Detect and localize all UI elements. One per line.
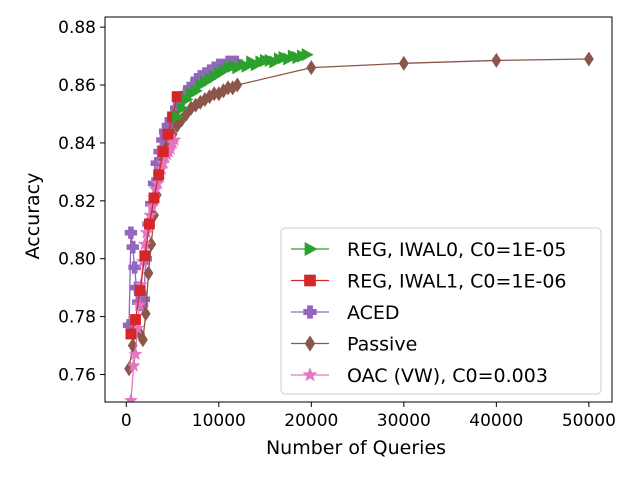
y-tick-label: 0.76	[58, 366, 96, 386]
legend-label: OAC (VW), C0=0.003	[347, 365, 548, 387]
y-tick-label: 0.78	[58, 308, 96, 328]
legend-box	[280, 227, 602, 395]
legend-item-reg-iwal0-c0-1e-05: REG, IWAL0, C0=1E-05	[291, 239, 567, 261]
series-reg-iwal0-c0-1e-05	[172, 48, 314, 124]
point-passive	[143, 265, 154, 281]
point-oac-vw-c0-0-003	[128, 346, 143, 361]
point-aced	[126, 240, 139, 254]
point-oac-vw-c0-0-003	[139, 225, 154, 239]
point-reg-iwal1-c0-1e-06	[139, 250, 151, 262]
legend-item-oac-vw-c0-0-003: OAC (VW), C0=0.003	[291, 365, 548, 387]
point-reg-iwal0-c0-1e-05	[301, 48, 314, 62]
point-oac-vw-c0-0-003	[126, 358, 141, 372]
y-tick-label: 0.88	[58, 18, 96, 38]
point-reg-iwal1-c0-1e-06	[130, 314, 141, 325]
point-passive	[140, 306, 151, 322]
plot-frame	[104, 16, 613, 403]
x-axis: 0 10000 20000 30000 40000 50000	[121, 402, 616, 431]
x-tick-label: 0	[121, 411, 132, 431]
x-tick-label: 40000	[469, 411, 523, 431]
y-tick-label: 0.86	[58, 76, 96, 96]
x-tick-label: 30000	[377, 411, 431, 431]
legend-marker-passive	[304, 335, 316, 352]
legend-label: REG, IWAL0, C0=1E-05	[347, 239, 567, 261]
point-reg-iwal1-c0-1e-06	[171, 91, 183, 103]
legend-label: ACED	[347, 302, 400, 324]
x-tick-label: 50000	[562, 411, 616, 431]
point-passive	[398, 55, 409, 71]
legend-label: REG, IWAL1, C0=1E-06	[347, 271, 567, 293]
y-tick-label: 0.84	[58, 134, 96, 154]
legend: REG, IWAL0, C0=1E-05 REG, IWAL1, C0=1E-06…	[280, 227, 602, 395]
legend-label: Passive	[347, 334, 417, 356]
point-aced	[128, 261, 141, 274]
legend-marker-aced	[303, 305, 317, 319]
point-oac-vw-c0-0-003	[137, 236, 152, 251]
y-tick-label: 0.82	[58, 192, 96, 212]
series-group	[122, 48, 594, 402]
point-passive	[306, 60, 317, 76]
legend-marker-oac-vw-c0-0-003	[302, 367, 318, 382]
x-axis-title: Number of Queries	[266, 437, 446, 459]
point-reg-iwal1-c0-1e-06	[153, 169, 165, 181]
y-tick-label: 0.80	[58, 250, 96, 270]
point-oac-vw-c0-0-003	[123, 393, 138, 402]
point-passive	[583, 51, 594, 67]
y-axis: 0.76 0.78 0.80 0.82 0.84 0.86 0.88	[58, 18, 105, 386]
point-reg-iwal1-c0-1e-06	[157, 146, 169, 158]
point-reg-iwal1-c0-1e-06	[134, 285, 146, 296]
point-aced	[124, 226, 138, 239]
legend-item-passive: Passive	[291, 334, 417, 356]
point-passive	[491, 52, 502, 68]
legend-item-reg-iwal1-c0-1e-06: REG, IWAL1, C0=1E-06	[291, 271, 567, 293]
point-reg-iwal1-c0-1e-06	[143, 218, 155, 230]
plot-area	[104, 16, 613, 403]
point-reg-iwal1-c0-1e-06	[162, 128, 174, 140]
legend-marker-reg-iwal1-c0-1e-06	[304, 274, 316, 287]
point-oac-vw-c0-0-003	[150, 176, 165, 190]
point-reg-iwal1-c0-1e-06	[148, 192, 160, 204]
point-reg-iwal1-c0-1e-06	[125, 328, 137, 340]
legend-marker-reg-iwal0-c0-1e-05	[304, 241, 318, 257]
y-axis-title: Accuracy	[22, 173, 44, 260]
legend-item-aced: ACED	[291, 302, 400, 324]
point-passive	[138, 332, 148, 348]
point-oac-vw-c0-0-003	[132, 297, 147, 312]
x-tick-label: 10000	[192, 411, 246, 431]
x-tick-label: 20000	[284, 411, 338, 431]
point-passive	[232, 77, 243, 93]
